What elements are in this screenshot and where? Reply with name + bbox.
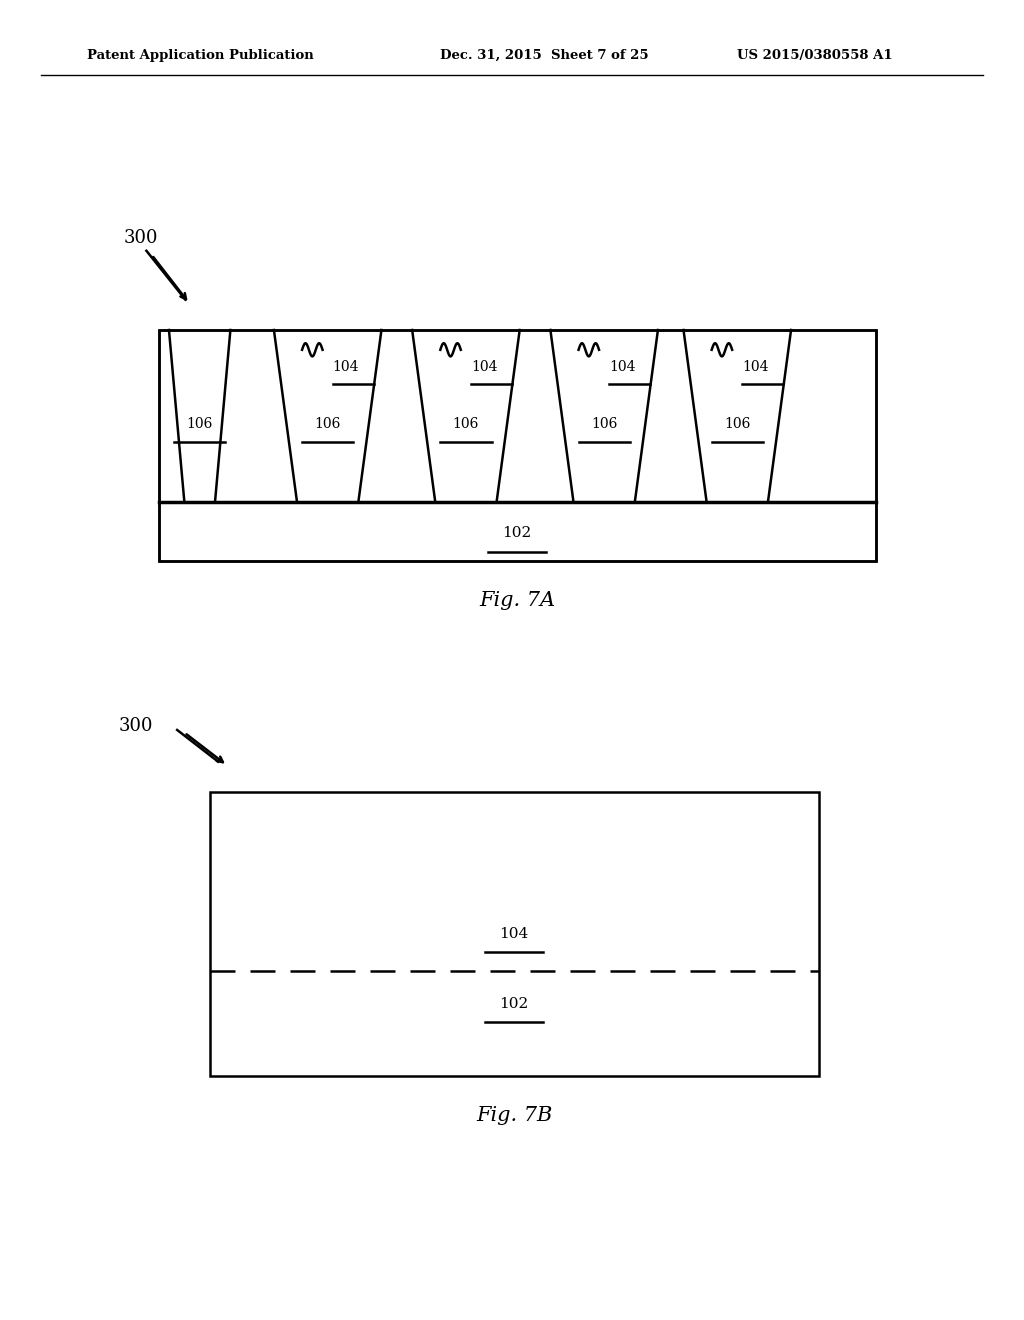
Text: 104: 104 bbox=[471, 360, 498, 374]
Bar bbox=[210, 792, 819, 1076]
Text: 104: 104 bbox=[742, 360, 769, 374]
Text: 300: 300 bbox=[119, 717, 154, 735]
Text: 106: 106 bbox=[314, 417, 341, 432]
Text: 106: 106 bbox=[591, 417, 617, 432]
Text: Dec. 31, 2015  Sheet 7 of 25: Dec. 31, 2015 Sheet 7 of 25 bbox=[440, 49, 649, 62]
Text: 102: 102 bbox=[500, 997, 528, 1011]
Bar bbox=[159, 502, 876, 561]
Text: Fig. 7B: Fig. 7B bbox=[476, 1106, 552, 1125]
Bar bbox=[159, 330, 876, 502]
Text: Patent Application Publication: Patent Application Publication bbox=[87, 49, 313, 62]
Text: 106: 106 bbox=[186, 417, 213, 432]
Bar bbox=[159, 330, 876, 561]
Text: 102: 102 bbox=[503, 527, 531, 540]
Text: Fig. 7A: Fig. 7A bbox=[479, 591, 555, 610]
Text: 106: 106 bbox=[453, 417, 479, 432]
Text: 300: 300 bbox=[124, 228, 159, 247]
Text: 104: 104 bbox=[333, 360, 359, 374]
Text: 104: 104 bbox=[609, 360, 636, 374]
Text: 106: 106 bbox=[724, 417, 751, 432]
Text: 104: 104 bbox=[500, 927, 528, 941]
Text: US 2015/0380558 A1: US 2015/0380558 A1 bbox=[737, 49, 893, 62]
